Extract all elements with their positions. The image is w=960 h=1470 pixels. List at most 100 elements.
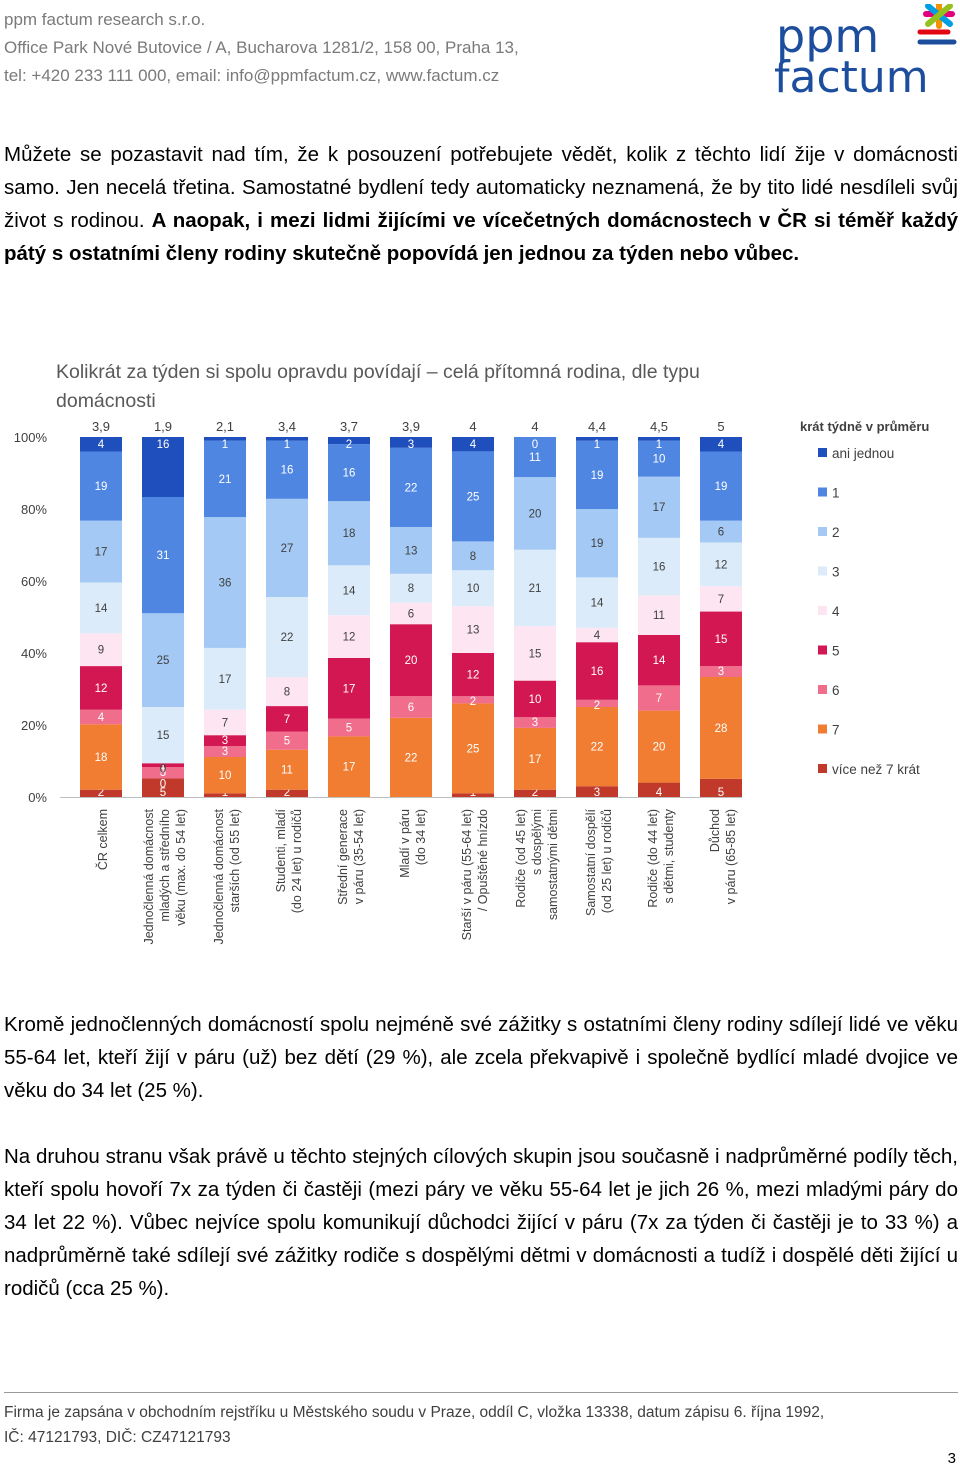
footer-ids: IČ: 47121793, DIČ: CZ47121793 — [4, 1429, 231, 1446]
bar-data-label: 28 — [715, 723, 728, 735]
bar-segment — [576, 786, 618, 797]
bar-segment — [142, 707, 184, 764]
bar-data-label: 16 — [591, 666, 604, 678]
bar-data-label: 16 — [281, 465, 294, 477]
bar-segment — [638, 782, 680, 797]
bar-segment — [142, 437, 184, 497]
bar-segment — [204, 757, 246, 794]
bar-data-label: 1 — [656, 439, 662, 451]
bar-average-label: 5 — [717, 419, 724, 434]
legend-label: 1 — [832, 486, 840, 501]
y-tick-label: 100% — [14, 430, 48, 445]
bar-segment — [266, 706, 308, 732]
bar-average-label: 3,9 — [92, 419, 110, 434]
bar-data-label: 12 — [467, 670, 480, 682]
bar-segment — [80, 582, 122, 634]
bar-data-label: 15 — [529, 648, 542, 660]
bar-segment — [452, 696, 494, 704]
company-contact: tel: +420 233 111 000, email: info@ppmfa… — [4, 66, 500, 85]
legend-label: 4 — [832, 604, 840, 619]
bar-average-label: 4 — [469, 419, 476, 434]
legend-swatch — [818, 448, 827, 457]
bar-data-label: 14 — [653, 655, 666, 667]
bar-data-label: 25 — [157, 655, 170, 667]
bar-data-label: 11 — [281, 765, 293, 777]
bar-data-label: 3 — [222, 746, 228, 758]
bar-data-label: 2 — [98, 787, 104, 799]
bar-segment — [80, 666, 122, 710]
bar-data-label: 13 — [467, 625, 480, 637]
x-category-label-line: Jednočlenná domácnost — [212, 808, 226, 944]
bar-segment — [390, 717, 432, 797]
bar-segment — [80, 724, 122, 790]
legend-label: 6 — [832, 683, 840, 698]
bar-data-label: 10 — [529, 694, 542, 706]
chart-title: Kolikrát za týden si spolu opravdu povíd… — [56, 361, 700, 412]
x-category-label: Studenti, mladí (do 24 let) u rodičů — [274, 808, 304, 913]
bar-data-label: 3 — [532, 717, 538, 729]
footer: Firma je zapsána v obchodním rejstříku u… — [4, 1400, 958, 1450]
bar-data-label: 12 — [343, 632, 356, 644]
bar-segment — [204, 709, 246, 736]
legend-swatch — [818, 487, 827, 497]
bar-data-label: 4 — [594, 630, 601, 642]
bar-data-label: 14 — [591, 598, 604, 610]
bar-segment — [638, 440, 680, 477]
x-category-label-line: Starší v páru (55-64 let) — [460, 809, 474, 940]
x-category-label: Střední generace v páru (35-54 let) — [336, 809, 366, 905]
x-category-label: Starší v páru (55-64 let) / Opuštěné hníz… — [460, 809, 490, 940]
bar-segment — [328, 718, 370, 737]
bar-data-label: 10 — [467, 583, 480, 595]
bar-data-label: 17 — [343, 762, 356, 774]
bar-average-label: 4,5 — [650, 419, 668, 434]
x-category-label: Rodiče (do 44 let) s dětmi, studenty — [646, 808, 676, 907]
x-category-label-line: starších (od 55 let) — [228, 809, 242, 913]
bar-data-label: 20 — [529, 508, 542, 520]
bar-segment — [514, 477, 556, 550]
bar-average-label: 3,7 — [340, 419, 358, 434]
average-header-label: krát týdně v průměru — [800, 419, 929, 434]
x-category-label-line: samostatnými dětmi — [546, 809, 560, 920]
bar-segment — [452, 703, 494, 794]
bar-segment — [452, 570, 494, 607]
bar-segment — [266, 789, 308, 797]
bar-data-label: 0 — [160, 778, 166, 790]
paragraph-two: Kromě jednočlenných domácností spolu nej… — [4, 1013, 958, 1102]
logo-text-factum: factum — [774, 52, 929, 96]
bar-data-label: 18 — [343, 528, 356, 540]
bar-average-label: 1,9 — [154, 419, 172, 434]
bar-data-label: 17 — [529, 754, 542, 766]
bar-segment — [576, 509, 618, 578]
logo-text-ppm: ppm — [776, 9, 879, 63]
bar-data-label: 20 — [653, 742, 666, 754]
bar-segment — [514, 680, 556, 717]
bar-data-label: 6 — [408, 702, 414, 714]
bar-segment — [514, 717, 556, 728]
bar-data-label: 18 — [95, 752, 108, 764]
bar-data-label: 5 — [346, 722, 352, 734]
bar-segment — [452, 437, 494, 452]
bar-segment — [390, 624, 432, 697]
bar-data-label: 21 — [529, 583, 542, 595]
legend-label: 5 — [832, 644, 840, 659]
bar-average-label: 2,1 — [216, 419, 234, 434]
bar-segment — [204, 437, 246, 441]
bar-segment — [266, 437, 308, 441]
bar-segment — [390, 602, 432, 625]
bar-data-label: 6 — [718, 527, 724, 539]
company-address: Office Park Nové Butovice / A, Bucharova… — [4, 38, 519, 57]
bar-data-label: 12 — [95, 683, 108, 695]
bar-data-label: 1 — [222, 439, 228, 451]
bar-segment — [700, 520, 742, 543]
x-category-label-line: mladých a středního — [158, 809, 172, 922]
bar-segment — [576, 707, 618, 787]
bar-data-label: 7 — [284, 714, 290, 726]
bar-data-label: 17 — [219, 674, 232, 686]
bar-segment — [204, 517, 246, 648]
x-category-label-line: s dětmi, studenty — [662, 808, 676, 903]
bar-segment — [328, 437, 370, 445]
x-category-label: Samostatní dospělí (od 25 let) u rodičů — [584, 808, 614, 916]
x-category-label: Důchod v páru (65-85 let) — [708, 809, 738, 904]
bar-segment — [266, 677, 308, 707]
bar-data-label: 11 — [653, 610, 665, 622]
